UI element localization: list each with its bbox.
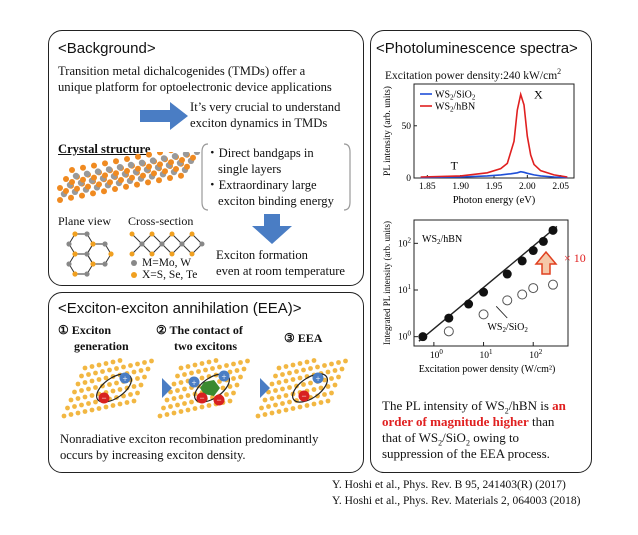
reference-1: Y. Hoshi et al., Phys. Rev. B 95, 241403… — [332, 479, 566, 491]
pl-x-tick-label: 1.95 — [486, 182, 503, 192]
ipl-label-pointer — [495, 306, 508, 319]
ipl-point-sio2 — [443, 326, 454, 337]
eea-illustration: + − + + − − + − — [61, 358, 348, 419]
pl-x-tick-label: 1.90 — [452, 182, 469, 192]
crucial-line1: It’s very crucial to understand — [190, 100, 341, 114]
ipl-point-hbn — [548, 225, 558, 235]
conclusion-line4: suppression of the EEA process. — [382, 446, 550, 461]
ipl-point-hbn — [444, 313, 454, 323]
pl-legend-label: WS2/SiO2 — [435, 90, 476, 102]
ipl-x-tick-label: 102 — [529, 348, 543, 361]
eea-step2-line2: two excitons — [174, 339, 237, 353]
background-title: <Background> — [58, 40, 156, 57]
ipl-point-hbn — [528, 246, 538, 256]
svg-text:−: − — [199, 393, 204, 403]
ipl-point-hbn — [464, 299, 474, 309]
pl-series-line — [420, 170, 568, 179]
pl-x-axis-label: Photon energy (eV) — [453, 195, 536, 206]
legend-m-dot — [131, 260, 137, 266]
ipl-y-tick-label: 102 — [398, 236, 412, 249]
ipl-label-hbn: WS2/hBN — [422, 234, 462, 246]
ipl-point-sio2 — [547, 279, 558, 290]
bullet1-line1: ・Direct bandgaps in — [206, 146, 314, 160]
ipl-point-hbn — [502, 269, 512, 279]
eea-title: <Exciton-exciton annihilation (EEA)> — [58, 300, 302, 317]
eea-step2-line1: ② The contact of — [156, 323, 243, 337]
svg-text:+: + — [191, 378, 196, 388]
pl-title: <Photoluminescence spectra> — [376, 40, 578, 57]
ipl-point-sio2 — [502, 295, 513, 306]
bullet2-line2: exciton binding energy — [218, 194, 334, 208]
svg-text:−: − — [101, 393, 106, 403]
reference-2: Y. Hoshi et al., Phys. Rev. Materials 2,… — [332, 495, 581, 507]
bullet1-line2: single layers — [218, 162, 282, 176]
eea-desc-line2: occurs by increasing exciton density. — [60, 448, 246, 462]
crucial-line2: exciton dynamics in TMDs — [190, 116, 328, 130]
svg-text:+: + — [221, 372, 226, 382]
ipl-y-tick-label: 100 — [398, 330, 412, 343]
background-intro-line1: Transition metal dichalcogenides (TMDs) … — [58, 64, 306, 78]
background-panel — [48, 30, 364, 286]
integrated-pl-chart: 100 100 101 101 102 102 Excitation power densi… — [382, 219, 586, 375]
ipl-point-hbn — [538, 236, 548, 246]
bullet-bracket — [201, 143, 351, 211]
formation-line2: even at room temperature — [216, 264, 346, 278]
legend-x-dot — [131, 272, 137, 278]
pl-y-axis-label: PL intensity (arb. units) — [382, 86, 393, 176]
ipl-point-hbn — [418, 332, 428, 342]
ipl-annotation-x10: × 10 — [564, 251, 586, 265]
pl-x-tick-label: 1.85 — [419, 182, 436, 192]
svg-text:+: + — [122, 374, 127, 384]
plane-view-honeycomb — [66, 231, 114, 277]
svg-text:−: − — [301, 391, 306, 401]
x10-arrow-icon — [534, 250, 558, 275]
svg-text:−: − — [216, 395, 221, 405]
pl-y-tick-label: 0 — [406, 174, 411, 184]
ipl-y-tick-label: 101 — [398, 283, 412, 296]
ipl-x-tick-label: 101 — [480, 348, 494, 361]
ipl-fit-line — [418, 225, 558, 342]
eea-desc-line1: Nonradiative exciton recombination predo… — [60, 432, 319, 446]
arrow-down-icon — [252, 214, 292, 244]
eea-step1-line2: generation — [74, 339, 129, 353]
conclusion-line2: order of magnitude higher than — [382, 414, 555, 429]
ipl-point-hbn — [517, 256, 527, 266]
ipl-point-sio2 — [517, 289, 528, 300]
conclusion-line3: that of WS2/SiO2 owing to — [382, 430, 520, 448]
pl-x-tick-label: 2.00 — [519, 182, 536, 192]
excitation-power-label: Excitation power density:240 kW/cm2 — [385, 67, 562, 82]
pl-legend-label: WS2/hBN — [435, 102, 475, 114]
ipl-y-axis-label: Integrated PL intensity (arb. units) — [382, 221, 392, 345]
ipl-point-hbn — [479, 287, 489, 297]
plane-view-label: Plane view — [58, 214, 111, 228]
legend-x-text: X=S, Se, Te — [142, 269, 198, 281]
pl-y-tick-label: 50 — [402, 122, 412, 132]
pl-x-tick-label: 2.05 — [552, 182, 569, 192]
conclusion-line1: The PL intensity of WS2/hBN is an — [382, 398, 566, 416]
pl-spectra-chart: 1.85 1.90 1.95 2.00 2.05 0 50 Photon energy (eV… — [382, 83, 575, 206]
pl-annotation-x: X — [534, 88, 543, 102]
formation-line1: Exciton formation — [216, 248, 308, 262]
cross-section-zigzag — [129, 231, 205, 257]
ipl-plot-frame — [413, 219, 569, 347]
legend-m-text: M=Mo, W — [142, 257, 192, 269]
eea-step3: ③ EEA — [284, 331, 323, 345]
ipl-label-sio2: WS2/SiO2 — [487, 322, 528, 334]
crystal-lattice-illustration — [57, 152, 201, 203]
bullet2-line1: ・Extraordinary large — [206, 178, 317, 192]
ipl-point-sio2 — [478, 309, 489, 320]
background-intro-line2: unique platform for optoelectronic devic… — [58, 80, 332, 94]
cross-section-label: Cross-section — [128, 214, 194, 228]
ipl-point-sio2 — [528, 283, 539, 294]
pl-annotation-t: T — [451, 159, 459, 173]
eea-step1-line1: ① Exciton — [58, 323, 112, 337]
pl-series-line — [420, 91, 568, 178]
arrow-right-icon — [140, 102, 188, 130]
ipl-x-axis-label: Excitation power density (W/cm²) — [419, 364, 556, 375]
ipl-x-tick-label: 100 — [430, 348, 444, 361]
crystal-structure-label: Crystal structure — [58, 142, 151, 156]
svg-text:+: + — [315, 374, 320, 384]
pl-panel — [370, 30, 592, 473]
